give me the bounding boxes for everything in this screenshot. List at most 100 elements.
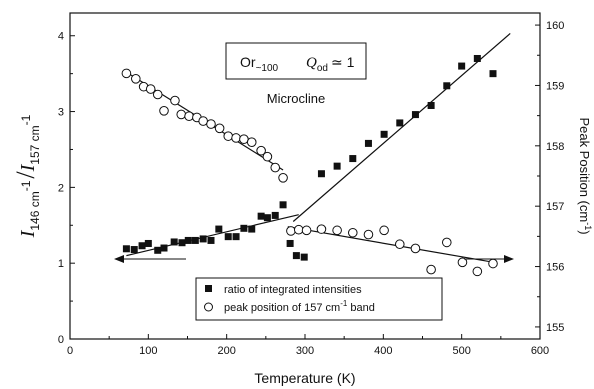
peak-position-point xyxy=(184,111,194,122)
peak-position-point xyxy=(301,225,312,236)
ratio-point xyxy=(130,246,138,254)
peak-position-point xyxy=(426,264,436,275)
peak-position-point xyxy=(246,137,257,147)
peak-position-point xyxy=(206,119,216,129)
peak-position-point xyxy=(145,84,156,94)
peak-position-point xyxy=(472,266,483,277)
ratio-point xyxy=(232,233,240,241)
x-tick-label: 200 xyxy=(217,345,235,357)
series-peak-position xyxy=(121,68,498,277)
peak-position-point xyxy=(170,95,180,106)
y-left-tick-label: 2 xyxy=(58,182,64,194)
y-right-tick-label: 156 xyxy=(546,262,564,274)
y-right-tick-label: 160 xyxy=(546,20,564,32)
ratio-point xyxy=(160,244,168,252)
ratio-point xyxy=(138,242,146,250)
ratio-point xyxy=(473,54,481,62)
y-left-tick-label: 0 xyxy=(58,334,64,346)
ratio-point xyxy=(199,235,207,243)
ratio-point xyxy=(349,155,357,163)
ratio-point xyxy=(286,239,294,247)
ratio-point xyxy=(144,239,152,247)
peak-position-point xyxy=(121,68,132,79)
ratio-point xyxy=(489,70,497,78)
ratio-point xyxy=(263,214,271,222)
ratio-point xyxy=(224,233,232,241)
peak-position-point xyxy=(379,225,389,236)
ratio-point xyxy=(317,170,325,178)
ratio-point xyxy=(396,119,404,127)
x-axis-ticks: 0 100 200 300 400 500 600 xyxy=(67,334,549,357)
annotation-mineral: Microcline xyxy=(267,91,326,106)
y-left-axis-ticks: 0 1 2 3 4 xyxy=(58,31,75,346)
peak-position-point xyxy=(394,239,405,250)
annotation-composition: Or~100 xyxy=(240,54,279,74)
y-left-tick-label: 4 xyxy=(58,31,64,43)
ratio-point xyxy=(279,201,287,209)
annotation-order: Qod ≃ 1 xyxy=(306,54,355,74)
ratio-point xyxy=(333,162,341,170)
fit-line xyxy=(126,214,299,257)
peak-position-point xyxy=(256,145,266,156)
peak-position-point xyxy=(159,106,169,116)
legend-marker-circle xyxy=(204,302,213,312)
ratio-point xyxy=(170,238,178,246)
ratio-point xyxy=(122,245,130,253)
y-right-axis-ticks: 155 156 157 158 159 160 xyxy=(535,20,564,334)
y-right-tick-label: 159 xyxy=(546,80,564,92)
ratio-point xyxy=(240,224,248,232)
peak-position-point xyxy=(176,109,187,120)
ratio-point xyxy=(458,62,466,70)
peak-position-point xyxy=(347,227,358,238)
ratio-point xyxy=(248,225,256,233)
x-tick-label: 300 xyxy=(296,345,314,357)
peak-position-point xyxy=(198,116,208,126)
peak-position-point xyxy=(231,133,241,143)
peak-position-point xyxy=(214,123,225,134)
x-tick-label: 600 xyxy=(531,345,549,357)
peak-position-point xyxy=(488,258,498,269)
ratio-point xyxy=(292,252,300,260)
x-tick-label: 100 xyxy=(139,345,157,357)
peak-position-point xyxy=(223,131,234,141)
peak-position-point xyxy=(278,173,288,183)
ratio-point xyxy=(178,239,186,247)
y-left-tick-label: 3 xyxy=(58,107,64,119)
legend-box xyxy=(195,277,443,321)
ratio-point xyxy=(411,111,419,119)
peak-position-point xyxy=(152,89,163,100)
peak-position-point xyxy=(441,237,452,248)
peak-position-point xyxy=(332,225,342,236)
peak-position-point xyxy=(286,226,296,236)
ratio-point xyxy=(380,130,388,138)
x-axis-title: Temperature (K) xyxy=(254,370,355,386)
left-arrow xyxy=(114,255,186,263)
y-right-axis-title: Peak Position (cm-1) xyxy=(577,117,593,234)
ratio-point xyxy=(257,212,265,220)
peak-position-point xyxy=(270,162,281,173)
ratio-point xyxy=(271,211,279,219)
annotation-box xyxy=(225,42,367,80)
ratio-point xyxy=(364,139,372,147)
ratio-point xyxy=(215,225,223,233)
peak-position-point xyxy=(293,224,304,235)
legend-marker-square xyxy=(205,285,212,292)
legend-label-ratio: ratio of integrated intensities xyxy=(224,284,362,296)
ratio-point xyxy=(154,246,162,254)
series-ratio xyxy=(122,54,497,261)
x-tick-label: 500 xyxy=(452,345,470,357)
y-right-tick-label: 155 xyxy=(546,322,564,334)
y-left-tick-label: 1 xyxy=(58,258,64,270)
x-tick-label: 400 xyxy=(374,345,392,357)
peak-position-point xyxy=(131,74,141,84)
peak-position-point xyxy=(457,257,468,268)
ratio-point xyxy=(184,236,192,244)
peak-position-point xyxy=(239,134,249,144)
fit-line xyxy=(292,33,511,222)
ratio-point xyxy=(443,82,451,90)
ratio-point xyxy=(207,236,215,244)
right-arrow xyxy=(464,255,514,263)
ratio-point xyxy=(427,101,435,109)
peak-position-point xyxy=(262,151,273,162)
